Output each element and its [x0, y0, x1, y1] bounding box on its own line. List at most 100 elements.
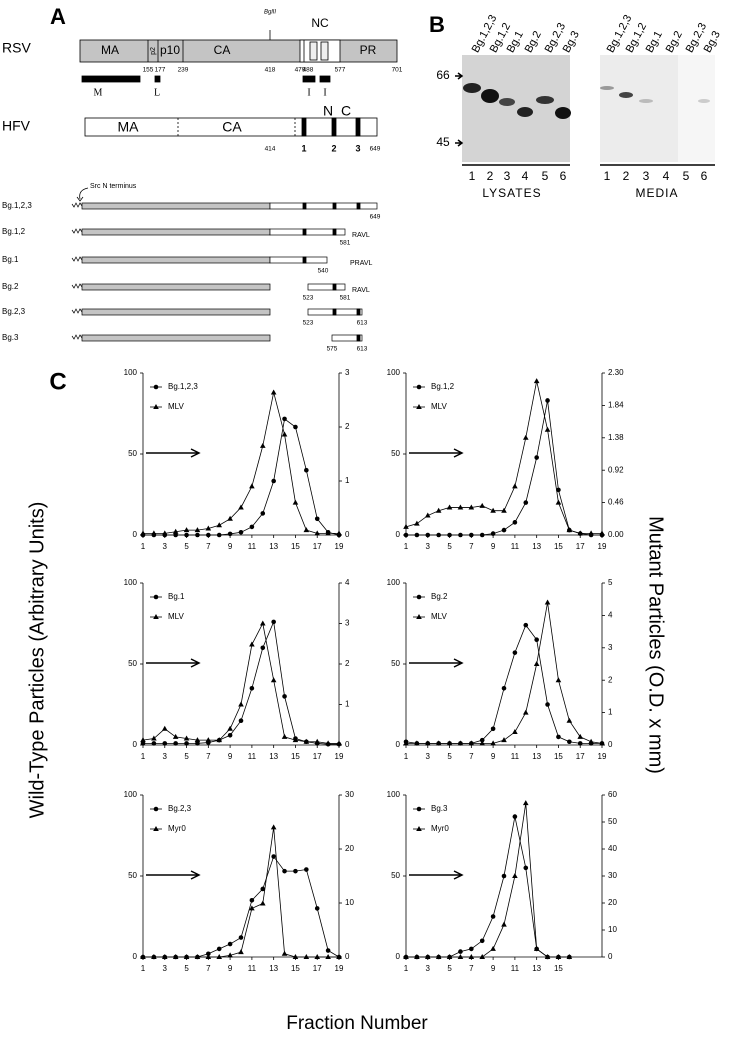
- series-line: [143, 392, 339, 534]
- y2-tick-label: 40: [608, 844, 617, 853]
- y2-tick-label: 1.38: [608, 433, 624, 442]
- point: [227, 952, 233, 958]
- point: [195, 741, 200, 746]
- point: [533, 945, 540, 951]
- band: [499, 98, 515, 106]
- point: [140, 530, 146, 536]
- y2-tick-label: 1: [608, 708, 613, 717]
- x-tick-label: 5: [184, 542, 189, 551]
- point: [512, 483, 518, 489]
- point: [281, 733, 288, 739]
- motif-label: 1: [301, 143, 306, 153]
- marker-arrow: [455, 72, 464, 80]
- point: [414, 740, 420, 746]
- arrow: [409, 658, 464, 668]
- point: [457, 504, 464, 510]
- motif: [356, 308, 361, 316]
- y2-tick-label: 0.00: [608, 530, 624, 539]
- x-tick-label: 13: [269, 542, 278, 551]
- x-tick-label: 15: [291, 964, 300, 973]
- point: [457, 740, 464, 746]
- point: [447, 532, 452, 538]
- domain-label: PR: [360, 43, 377, 57]
- construct-bar: [331, 334, 363, 342]
- band: [517, 107, 533, 117]
- motif-label: 3: [355, 143, 360, 153]
- x-tick-label: 3: [426, 964, 431, 973]
- x-tick-label: 13: [269, 964, 278, 973]
- construct-bar: [269, 228, 346, 236]
- series-line: [143, 855, 340, 958]
- point: [205, 525, 212, 531]
- panel-label: A: [50, 4, 66, 29]
- point: [479, 954, 486, 959]
- y2-tick-label: 10: [345, 898, 354, 907]
- x-tick-label: 17: [313, 542, 322, 551]
- x-tick-label: 11: [511, 964, 520, 973]
- point: [194, 527, 201, 533]
- construct-name: Bg.1,2,3: [2, 201, 32, 210]
- point: [303, 527, 310, 533]
- x-tick-label: 15: [554, 752, 563, 761]
- point: [161, 954, 168, 959]
- series-line: [406, 803, 570, 958]
- construct-bar: [81, 334, 271, 342]
- y2-tick-label: 5: [608, 578, 613, 587]
- y-tick-label: 50: [391, 659, 400, 668]
- x-tick-label: 7: [206, 542, 211, 551]
- y-tick-label: 0: [133, 952, 138, 961]
- point: [512, 520, 518, 525]
- point: [544, 954, 551, 959]
- gel: [678, 55, 715, 162]
- point: [183, 954, 190, 959]
- band: [536, 96, 554, 104]
- x-tick-label: 9: [228, 752, 233, 761]
- y2-tick-label: 2: [345, 659, 350, 668]
- point: [249, 898, 255, 903]
- x-tick-label: 15: [554, 542, 563, 551]
- point: [523, 865, 529, 871]
- x-tick-label: 5: [447, 964, 452, 973]
- point: [151, 735, 157, 741]
- point: [534, 455, 539, 460]
- y2-tick-label: 30: [608, 871, 617, 880]
- point: [183, 735, 190, 741]
- x-tick-label: 17: [313, 964, 322, 973]
- point: [249, 483, 255, 489]
- region-label: I: [323, 87, 326, 98]
- point: [490, 914, 496, 919]
- marker-label: 45: [436, 135, 450, 149]
- point: [435, 954, 442, 959]
- lane-number: 6: [701, 169, 708, 183]
- point: [556, 734, 561, 740]
- point: [468, 740, 475, 746]
- lane-number: 1: [469, 169, 476, 183]
- tail-label: RAVL: [352, 232, 370, 239]
- y2-tick-label: 0.46: [608, 498, 624, 507]
- y2-tick-label: 3: [608, 643, 613, 652]
- band: [555, 107, 571, 119]
- x-tick-label: 13: [269, 752, 278, 761]
- position-label: 577: [335, 67, 346, 74]
- point: [172, 954, 179, 959]
- lane-header: Bg.2: [523, 29, 544, 55]
- point: [512, 814, 518, 819]
- gel-label: LYSATES: [482, 186, 541, 200]
- legend-label: Bg.1: [168, 592, 185, 601]
- point: [303, 738, 310, 744]
- legend-label: Bg.1,2: [431, 382, 455, 391]
- point: [501, 686, 507, 691]
- y-tick-label: 100: [124, 790, 138, 799]
- point: [501, 507, 507, 513]
- point: [490, 531, 496, 536]
- region-bar: [302, 75, 316, 83]
- x-tick-label: 3: [163, 542, 168, 551]
- x-tick-label: 19: [598, 542, 607, 551]
- x-axis-label: Fraction Number: [286, 1013, 428, 1034]
- legend-label: Bg.3: [431, 804, 448, 813]
- point: [151, 741, 157, 746]
- point: [314, 906, 320, 911]
- point: [577, 530, 584, 536]
- y2-tick-label: 0: [345, 952, 350, 961]
